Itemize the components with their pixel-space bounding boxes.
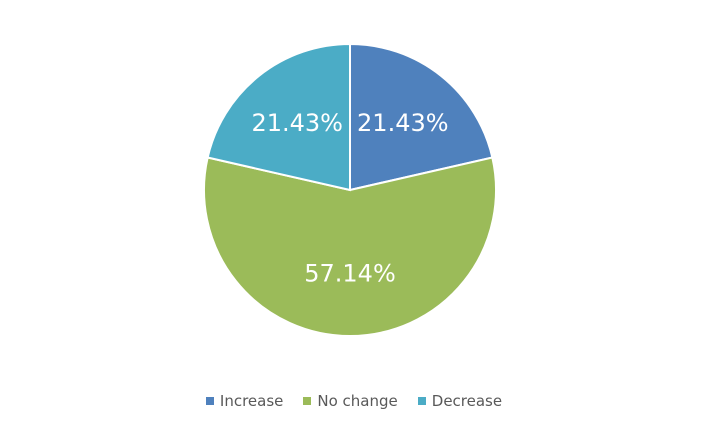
data-label-increase: 21.43% (357, 109, 449, 137)
legend-swatch-decrease (417, 397, 426, 405)
data-label-no-change: 57.14% (304, 260, 396, 288)
legend-item-no-change: No change (303, 392, 398, 410)
legend-label-no-change: No change (317, 392, 398, 410)
legend-label-decrease: Decrease (431, 392, 503, 410)
pie-slice-increase (349, 42, 494, 192)
legend-swatch-no-change (303, 397, 312, 405)
data-label-decrease: 21.43% (251, 109, 343, 137)
legend-swatch-increase (205, 397, 214, 405)
pie-slice-decrease (206, 42, 351, 192)
legend-item-decrease: Decrease (417, 392, 503, 410)
legend: Increase No change Decrease (0, 388, 708, 414)
legend-label-increase: Increase (219, 392, 284, 410)
pie-slice-no-change (203, 156, 497, 337)
legend-item-increase: Increase (205, 392, 284, 410)
